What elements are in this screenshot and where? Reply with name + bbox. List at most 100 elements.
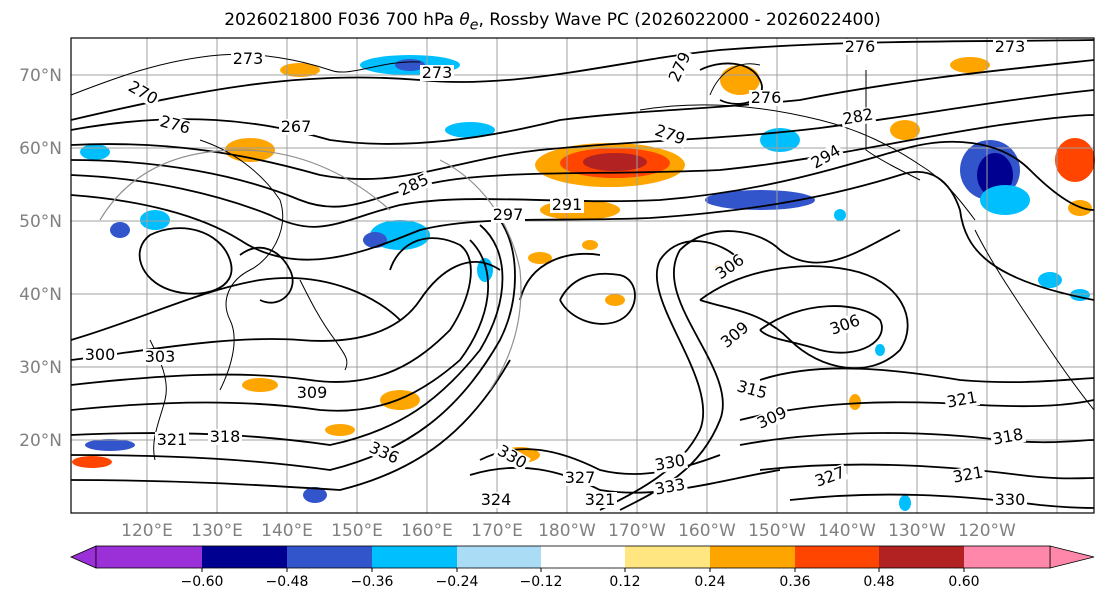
colorbar-outline [95,545,1051,569]
lon-label: 120°W [958,521,1016,541]
contour-label-bg [716,317,754,353]
contour-label-bg [491,207,525,223]
colorbar-segment [202,546,287,568]
contour-label-bg [943,389,981,411]
contour-label: 300 [85,345,116,364]
contour-label-bg [563,470,597,486]
lon-label: 140°E [261,521,313,541]
colorbar-segment [457,546,541,568]
contour-label-bg [826,311,864,339]
colorbar-tick-label: 0.36 [779,574,810,590]
contour-label-bg [989,426,1027,448]
colorbar-segment [96,546,202,568]
lon-label: 150°E [331,521,383,541]
contour-label-bg [651,121,689,149]
lon-label: 160°W [678,521,736,541]
contour-label-bg [156,112,194,138]
lon-label: 160°E [401,521,453,541]
contour-label-bg [665,48,695,86]
contour-label-bg [807,141,845,173]
contour-label: 273 [422,63,453,82]
contour-label-bg [843,39,877,55]
contour-label: 318 [210,427,241,446]
colorbar-extend-high [1049,545,1095,569]
contour-label-bg [839,106,877,128]
colorbar-tick-label: 0.48 [863,574,894,590]
contour-label-bg [993,39,1027,55]
contour-label: 273 [233,49,264,68]
contour-label-bg [550,197,584,213]
projection-arc-2 [439,159,522,391]
contour-label-bg [811,463,849,491]
colorbar-tick-label: −0.24 [436,574,479,590]
colorbar-tick-label: −0.48 [266,574,309,590]
contour-label-bg [279,119,313,135]
contour-label-bg [493,441,531,473]
contour-label-bg [711,250,749,284]
contour-label-bg [479,492,513,508]
colorbar-tick-label: −0.12 [520,574,563,590]
contour-label-bg [420,65,454,81]
contour-label-bg [295,385,329,401]
contour-label-bg [949,464,987,486]
colorbar-tick-label: 0.24 [694,574,725,590]
contour-label-bg [143,349,177,365]
contour-label-bg [208,429,242,445]
contour-label-bg [83,347,117,363]
colorbar-tick-label: −0.36 [351,574,394,590]
contour-label: 267 [281,117,312,136]
latitude-labels: 70°N 60°N 50°N 40°N 30°N 20°N [19,66,62,451]
lat-label: 30°N [19,358,62,378]
contour-label: 297 [493,205,524,224]
lon-label: 170°W [608,521,666,541]
colorbar-tick-label: 0.60 [948,574,979,590]
projection-arc [99,149,391,221]
colorbar: −0.60 −0.48 −0.36 −0.24 −0.12 0.12 0.24 0.36 0.4… [70,545,1095,590]
contour-label: 321 [157,430,188,449]
lon-label: 140°W [818,521,876,541]
colorbar-segment [541,546,625,568]
lon-label: 150°W [748,521,806,541]
contour-label-bg [993,492,1027,508]
contour-label: 303 [145,347,176,366]
contour-label-bg [753,403,791,433]
lat-label: 50°N [19,212,62,232]
contour-label-bg [124,77,162,109]
colorbar-segment [879,546,964,568]
map-border [70,37,1095,514]
lon-label: 130°W [888,521,946,541]
lon-label: 120°E [121,521,173,541]
contour-label: 276 [845,37,876,56]
contour-label: 324 [481,490,512,509]
contour-label-bg [583,492,617,508]
contour-label-bg [231,51,265,67]
contour-label-bg [155,432,189,448]
colorbar-segment [795,546,879,568]
map-title: 2026021800 F036 700 hPa θe, Rossby Wave … [224,10,881,34]
lon-label: 180°W [538,521,596,541]
colorbar-tick-label: −0.60 [181,574,224,590]
colorbar-tick-label: 0.12 [609,574,640,590]
contour-label: 321 [585,490,616,509]
contour-label-bg [733,377,771,403]
lat-label: 70°N [19,66,62,86]
colorbar-segment [372,546,457,568]
contour-label: 330 [995,490,1026,509]
lon-label: 130°E [191,521,243,541]
lat-label: 20°N [19,431,62,451]
longitude-labels: 120°E 130°E 140°E 150°E 160°E 170°E 180°W 170°W… [121,521,1016,541]
contour-label-bg [749,90,783,106]
contour-label-bg [651,452,689,474]
lat-label: 60°N [19,139,62,159]
colorbar-segment [964,546,1050,568]
lon-label: 170°E [471,521,523,541]
contour-label-bg [395,170,433,200]
contour-label: 276 [751,88,782,107]
contour-label: 327 [565,468,596,487]
colorbar-segment [710,546,795,568]
contour-label: 309 [297,383,328,402]
colorbar-segment [287,546,372,568]
contour-label-bg [365,438,403,468]
